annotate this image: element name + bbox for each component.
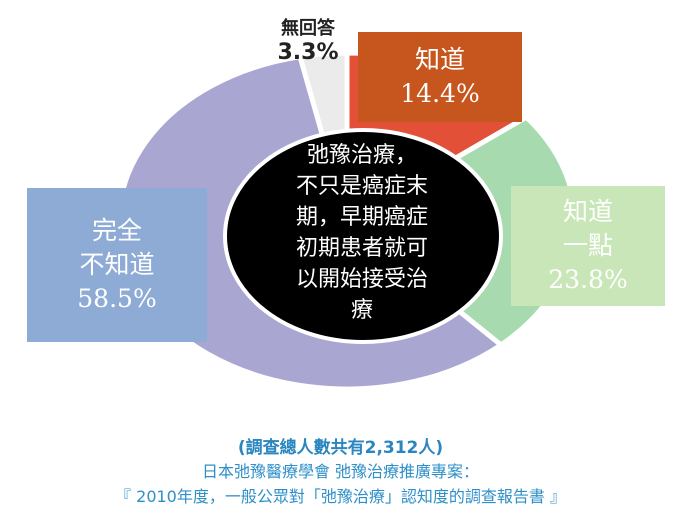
label-know-little: 知道 一點 23.8%	[511, 186, 665, 306]
center-line: 療	[350, 298, 373, 323]
center-text: 弛豫治療， 不只是癌症末 期，早期癌症 初期患者就可 以開始接受治 療	[268, 140, 456, 326]
label-dont-know-name1: 完全	[91, 216, 142, 245]
center-line: 弛豫治療，	[306, 143, 417, 168]
source-note: (調查總人數共有2,312人) 日本弛豫醫療學會 弛豫治療推廣專案： 『 201…	[0, 436, 681, 510]
center-line: 期，早期癌症	[295, 205, 428, 230]
center-line: 不只是癌症末	[295, 174, 428, 199]
label-no-answer-name: 無回答	[281, 18, 335, 39]
center-ellipse	[223, 128, 503, 344]
label-know-little-value: 23.8%	[548, 265, 628, 294]
label-dont-know-value: 58.5%	[77, 284, 157, 313]
label-know-value: 14.4%	[400, 79, 480, 108]
center-line: 以開始接受治	[295, 267, 428, 292]
label-no-answer: 無回答 3.3%	[258, 18, 358, 66]
label-dont-know: 完全 不知道 58.5%	[27, 188, 207, 342]
survey-count: (調查總人數共有2,312人)	[237, 438, 444, 458]
label-know-name: 知道	[414, 45, 465, 74]
label-know: 知道 14.4%	[358, 32, 522, 122]
source-report-title: 『 2010年度，一般公眾對「弛豫治療」認知度的調查報告書 』	[115, 487, 566, 506]
center-line: 初期患者就可	[295, 236, 428, 261]
label-know-little-name2: 一點	[562, 231, 613, 260]
label-know-little-name1: 知道	[562, 197, 613, 226]
source-organization: 日本弛豫醫療學會 弛豫治療推廣專案：	[201, 462, 480, 481]
label-dont-know-name2: 不知道	[79, 250, 155, 279]
label-no-answer-value: 3.3%	[277, 40, 339, 65]
